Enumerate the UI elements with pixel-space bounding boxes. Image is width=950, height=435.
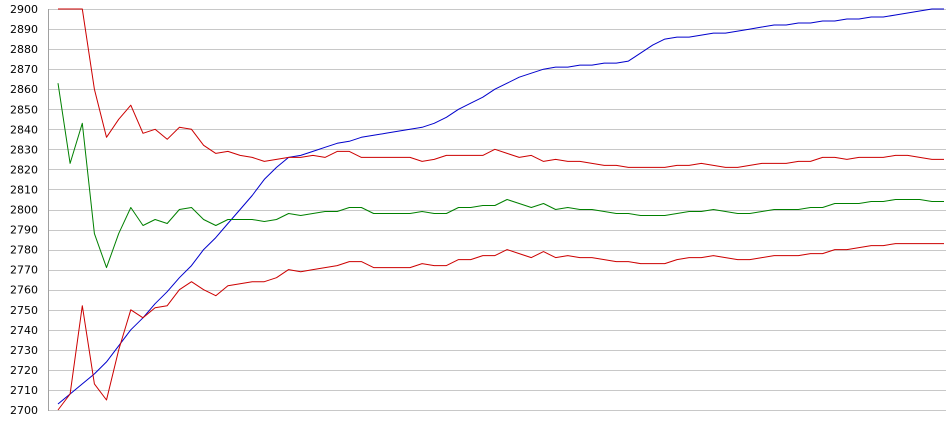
y-tick-label: 2850 bbox=[10, 103, 38, 116]
y-tick-label: 2710 bbox=[10, 384, 38, 397]
y-tick-label: 2720 bbox=[10, 364, 38, 377]
y-tick-label: 2750 bbox=[10, 304, 38, 317]
y-tick-label: 2730 bbox=[10, 344, 38, 357]
y-tick-label: 2900 bbox=[10, 3, 38, 16]
y-tick-label: 2870 bbox=[10, 63, 38, 76]
y-tick-label: 2770 bbox=[10, 264, 38, 277]
horizontal-gridlines bbox=[48, 9, 946, 411]
y-tick-label: 2830 bbox=[10, 143, 38, 156]
y-tick-label: 2840 bbox=[10, 123, 38, 136]
y-tick-label: 2800 bbox=[10, 204, 38, 217]
y-tick-label: 2880 bbox=[10, 43, 38, 56]
series-line-3 bbox=[57, 83, 944, 269]
y-tick-label: 2820 bbox=[10, 163, 38, 176]
y-tick-label: 2860 bbox=[10, 83, 38, 96]
y-axis-tick-labels: 2700 2710 2720 2730 2740 2750 2760 2770 2780 2790… bbox=[10, 3, 38, 417]
y-tick-label: 2760 bbox=[10, 284, 38, 297]
y-tick-label: 2790 bbox=[10, 224, 38, 237]
y-tick-label: 2890 bbox=[10, 23, 38, 36]
y-tick-label: 2740 bbox=[10, 324, 38, 337]
y-tick-label: 2780 bbox=[10, 244, 38, 257]
series-line-4 bbox=[57, 243, 944, 411]
series-line-2 bbox=[58, 8, 944, 168]
series-line-1 bbox=[57, 8, 944, 405]
y-tick-label: 2700 bbox=[10, 404, 38, 417]
y-tick-label: 2810 bbox=[10, 183, 38, 196]
series-lines bbox=[57, 8, 944, 411]
